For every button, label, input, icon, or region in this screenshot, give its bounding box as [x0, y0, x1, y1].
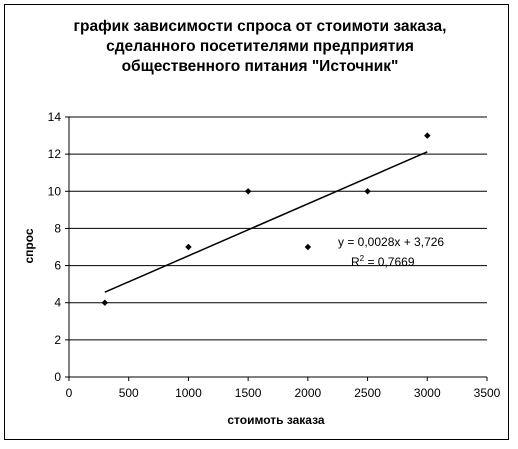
data-point-4 — [364, 188, 371, 195]
trendline-equation: y = 0,0028x + 3,726 — [338, 235, 444, 249]
x-tick-label-5: 2500 — [354, 386, 381, 400]
chart-title-line-3: общественного питания "Источник" — [121, 58, 399, 75]
data-point-5 — [424, 132, 431, 139]
trendline — [104, 151, 428, 293]
gridlines — [69, 116, 487, 341]
data-points — [101, 132, 431, 306]
x-tick-label-3: 1500 — [235, 386, 262, 400]
data-point-1 — [185, 243, 192, 251]
y-tick-label-7: 14 — [48, 110, 62, 124]
r2-prefix: R — [351, 255, 360, 269]
r2-suffix: = 0,7669 — [364, 255, 415, 269]
chart-title: график зависимости спроса от стоимоти за… — [30, 17, 490, 77]
data-point-2 — [244, 188, 252, 195]
y-axis-title: спрос — [22, 228, 36, 263]
trendline-r-squared: R2 = 0,7669 — [351, 254, 415, 269]
y-tick-label-1: 2 — [54, 333, 61, 347]
chart-title-line-2: сделанного посетителями предприятия — [106, 38, 414, 55]
y-tick-label-2: 4 — [54, 296, 61, 310]
y-tick-label-0: 0 — [54, 370, 61, 384]
x-tick-label-4: 2000 — [295, 386, 322, 400]
x-tick-labels: 0 500 1000 1500 2000 2500 3000 3500 — [66, 386, 501, 400]
chart-frame — [4, 4, 509, 440]
axes — [65, 116, 488, 381]
y-tick-label-4: 8 — [54, 221, 61, 235]
r2-superscript: 2 — [360, 254, 365, 263]
chart-title-line-1: график зависимости спроса от стоимоти за… — [73, 18, 447, 35]
x-axis-title: стоимоть заказа — [227, 413, 325, 427]
x-tick-label-1: 500 — [119, 386, 139, 400]
x-tick-label-6: 3000 — [414, 386, 441, 400]
data-point-0 — [101, 299, 109, 306]
x-tick-label-2: 1000 — [175, 386, 202, 400]
y-tick-label-3: 6 — [54, 259, 61, 273]
y-tick-labels: 0 2 4 6 8 10 12 14 — [48, 110, 62, 384]
data-point-3 — [304, 243, 312, 251]
trendline-group — [104, 151, 428, 293]
x-tick-label-0: 0 — [66, 386, 73, 400]
x-tick-label-7: 3500 — [474, 386, 501, 400]
y-tick-label-5: 10 — [48, 184, 62, 198]
y-tick-label-6: 12 — [48, 147, 62, 161]
